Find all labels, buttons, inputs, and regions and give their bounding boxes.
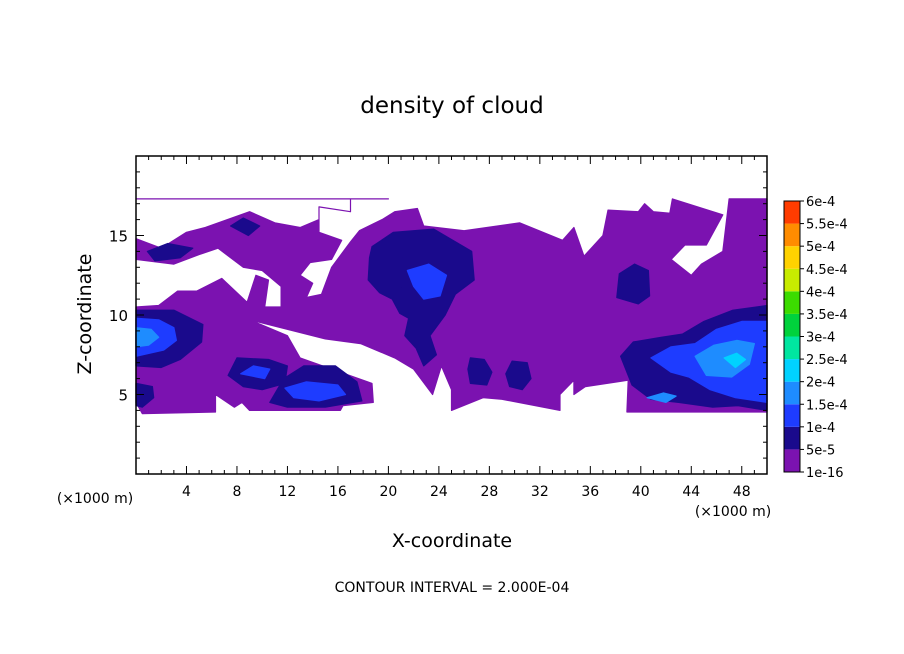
- y-axis-label: Z-coordinate: [74, 254, 96, 375]
- contour-region-7: [505, 360, 532, 391]
- colorbar-label: 3.5e-4: [806, 308, 848, 323]
- contour-region-20: [646, 392, 677, 403]
- contour-regions: [135, 198, 768, 415]
- x-tick-label: 8: [232, 484, 241, 500]
- x-tick-label: 36: [581, 484, 599, 500]
- colorbar-swatch: [784, 201, 800, 224]
- colorbar-label: 1e-16: [806, 466, 844, 481]
- colorbar-label: 4e-4: [806, 285, 835, 300]
- colorbar: 1e-16 5e-5 1e-4 1.5e-4 2e-4 2.5e-4 3e-4 3.5e-4 4…: [783, 195, 848, 481]
- colorbar-swatch: [784, 291, 800, 314]
- colorbar-swatch: [784, 426, 800, 450]
- x-tick-label: 12: [279, 484, 297, 500]
- x-tick-label: 16: [329, 484, 347, 500]
- x-tick-label: 28: [480, 484, 498, 500]
- colorbar-label: 5e-5: [806, 443, 835, 458]
- x-tick-label: 40: [632, 484, 650, 500]
- colorbar-swatch: [784, 268, 800, 292]
- y-axis-ticks: 5 10 15: [109, 171, 767, 459]
- x-tick-label: 44: [682, 484, 700, 500]
- contour-region-11: [230, 217, 261, 237]
- x-tick-label: 32: [531, 484, 549, 500]
- contour-region-21: [723, 352, 747, 369]
- x-tick-label: 20: [379, 484, 397, 500]
- colorbar-swatch: [784, 381, 800, 405]
- colorbar-label: 1e-4: [806, 421, 835, 436]
- x-tick-label: 4: [182, 484, 191, 500]
- chart-title: density of cloud: [360, 93, 543, 119]
- colorbar-label: 5e-4: [806, 240, 835, 255]
- contour-region-8: [616, 263, 651, 305]
- y-tick-label: 10: [109, 307, 128, 325]
- colorbar-swatch: [784, 359, 800, 382]
- colorbar-swatch: [784, 336, 800, 360]
- x-axis-unit-left: (×1000 m): [57, 491, 133, 507]
- contour-interval-note: CONTOUR INTERVAL = 2.000E-04: [335, 580, 570, 596]
- colorbar-label: 3e-4: [806, 331, 835, 346]
- x-axis-ticks: 4 8 12 16 20 24 28 32 36 40 44 48: [148, 156, 755, 500]
- contour-region-14: [284, 381, 347, 402]
- colorbar-swatch: [784, 313, 800, 337]
- contour-region-6: [467, 357, 493, 386]
- contour-region-0: [135, 198, 768, 415]
- x-axis-label: X-coordinate: [392, 530, 512, 552]
- colorbar-label: 4.5e-4: [806, 263, 848, 278]
- colorbar-label: 1.5e-4: [806, 398, 848, 413]
- colorbar-label: 2e-4: [806, 376, 835, 391]
- contour-region-17: [240, 365, 271, 380]
- x-tick-label: 48: [733, 484, 751, 500]
- colorbar-label: 2.5e-4: [806, 353, 848, 368]
- contour-region-10: [146, 242, 194, 262]
- colorbar-label: 5.5e-4: [806, 218, 848, 233]
- colorbar-swatch: [784, 404, 800, 427]
- y-tick-label: 15: [109, 228, 128, 246]
- x-tick-label: 24: [430, 484, 448, 500]
- colorbar-swatch: [784, 223, 800, 247]
- colorbar-swatch: [784, 449, 800, 472]
- x-axis-unit-right: (×1000 m): [695, 504, 771, 520]
- contour-region-15: [406, 263, 448, 300]
- colorbar-label: 6e-4: [806, 195, 835, 210]
- y-tick-label: 5: [118, 387, 128, 405]
- colorbar-swatch: [784, 246, 800, 269]
